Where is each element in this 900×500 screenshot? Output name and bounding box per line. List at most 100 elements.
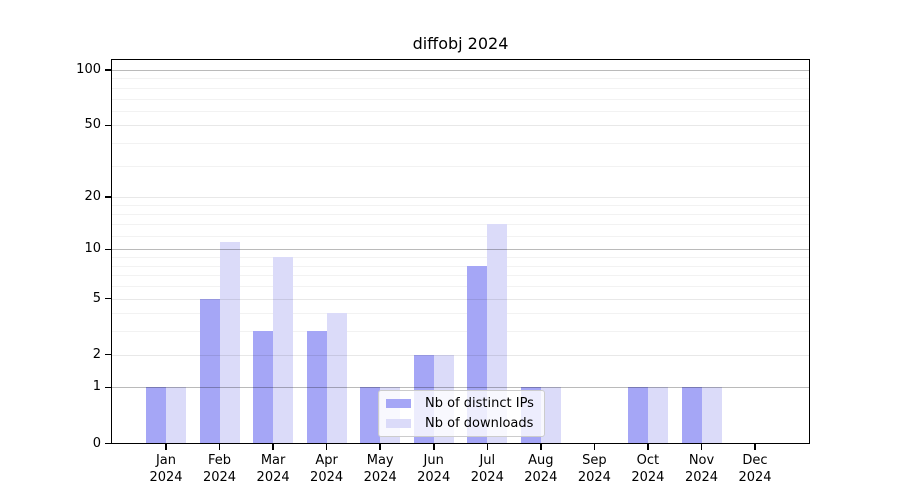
x-axis-tick-label-apr: Apr 2024 [297, 452, 357, 486]
year-label: 2024 [256, 469, 290, 485]
minor-gridline [111, 286, 810, 287]
bar-downloads-feb [219, 242, 240, 444]
bar-downloads-apr [326, 313, 347, 444]
month-label: Dec [742, 452, 768, 468]
y-axis-tick-label: 100 [76, 62, 101, 77]
x-axis-tick [540, 443, 542, 450]
year-label: 2024 [738, 469, 772, 485]
legend: Nb of distinct IPs Nb of downloads [378, 390, 545, 437]
year-label: 2024 [310, 469, 344, 485]
x-axis-tick-label-dec: Dec 2024 [725, 452, 785, 486]
bar-distinct-ips-oct [627, 387, 648, 444]
x-axis-tick-label-feb: Feb 2024 [190, 452, 250, 486]
y-axis-tick [105, 124, 111, 126]
month-label: Jul [479, 452, 496, 468]
y-axis-tick-label: 10 [84, 241, 101, 257]
month-label: Aug [528, 452, 554, 468]
minor-gridline [111, 165, 810, 167]
x-axis-tick-label-jun: Jun 2024 [404, 452, 464, 486]
month-label: Sep [582, 452, 607, 468]
major-gridline [111, 70, 810, 71]
year-label: 2024 [202, 469, 237, 485]
y-axis-tick [105, 442, 111, 445]
x-axis-tick-label-may: May 2024 [350, 452, 410, 486]
bar-distinct-ips-nov [681, 387, 702, 444]
x-axis-tick [593, 443, 596, 450]
minor-gridline [111, 87, 810, 89]
month-label: Mar [260, 452, 286, 468]
y-axis-tick-label: 5 [92, 290, 101, 306]
x-axis-tick-label-jul: Jul 2024 [457, 452, 517, 486]
legend-label: Nb of downloads [425, 415, 534, 431]
x-axis-tick-label-jan: Jan 2024 [136, 452, 196, 486]
year-label: 2024 [524, 469, 558, 485]
month-label: May [366, 452, 394, 468]
gridline [111, 125, 810, 127]
x-axis-tick [486, 443, 488, 450]
month-label: Jan [155, 452, 177, 468]
y-axis-tick-label: 1 [92, 379, 101, 395]
year-label: 2024 [470, 469, 504, 485]
bar-downloads-aug [540, 387, 561, 444]
chart-title: diffobj 2024 [412, 34, 509, 53]
legend-item: Nb of distinct IPs [386, 396, 537, 412]
minor-gridline [111, 98, 810, 100]
x-axis-tick-label-nov: Nov 2024 [672, 452, 732, 486]
month-label: Apr [315, 452, 338, 468]
x-axis-tick [272, 443, 274, 450]
month-label: Oct [636, 452, 660, 468]
minor-gridline [111, 313, 810, 315]
x-axis-tick-label-mar: Mar 2024 [243, 452, 303, 486]
bar-downloads-jan [166, 387, 186, 444]
x-axis-tick [433, 443, 435, 450]
y-axis-tick [105, 196, 111, 198]
minor-gridline [111, 265, 810, 267]
legend-item: Nb of downloads [386, 416, 537, 432]
x-axis-tick [218, 443, 221, 450]
bar-distinct-ips-apr [306, 331, 327, 444]
gridline [111, 197, 810, 199]
minor-gridline [111, 235, 810, 237]
y-axis-tick [105, 353, 111, 356]
year-label: 2024 [577, 469, 611, 485]
bar-distinct-ips-mar [253, 331, 274, 444]
y-axis-tick-label: 2 [92, 346, 101, 362]
minor-gridline [111, 257, 810, 259]
x-axis-tick [165, 443, 167, 450]
year-label: 2024 [684, 469, 719, 485]
x-axis-tick-label-oct: Oct 2024 [618, 452, 678, 486]
year-label: 2024 [631, 469, 665, 485]
x-axis-tick-label-sep: Sep 2024 [564, 452, 624, 486]
month-label: Jun [423, 452, 444, 468]
x-axis-tick-label-aug: Aug 2024 [511, 452, 571, 486]
bar-distinct-ips-feb [199, 298, 220, 444]
minor-gridline [111, 78, 810, 80]
month-label: Nov [688, 452, 715, 468]
legend-swatch-icon [386, 418, 411, 428]
minor-gridline [111, 275, 810, 277]
minor-gridline [111, 331, 810, 333]
x-axis-tick [647, 443, 649, 450]
year-label: 2024 [363, 469, 397, 485]
bar-downloads-mar [273, 257, 294, 444]
y-axis-tick [105, 248, 111, 251]
year-label: 2024 [149, 469, 183, 485]
x-axis-tick [700, 443, 703, 450]
bar-downloads-oct [647, 387, 668, 444]
bar-distinct-ips-may [360, 387, 381, 444]
year-label: 2024 [417, 469, 451, 485]
minor-gridline [111, 143, 810, 144]
minor-gridline [111, 205, 810, 207]
x-axis-tick [379, 443, 381, 450]
bar-distinct-ips-jan [146, 387, 166, 444]
y-axis-tick-label: 50 [84, 117, 101, 133]
bar-downloads-nov [701, 387, 722, 444]
bar-downloads-jul [487, 224, 508, 444]
minor-gridline [111, 110, 810, 112]
x-axis-tick [754, 443, 756, 450]
major-gridline [111, 249, 810, 251]
y-axis-tick [105, 297, 111, 300]
legend-swatch-icon [386, 399, 411, 409]
legend-label: Nb of distinct IPs [425, 396, 534, 412]
y-axis-tick [105, 386, 111, 389]
